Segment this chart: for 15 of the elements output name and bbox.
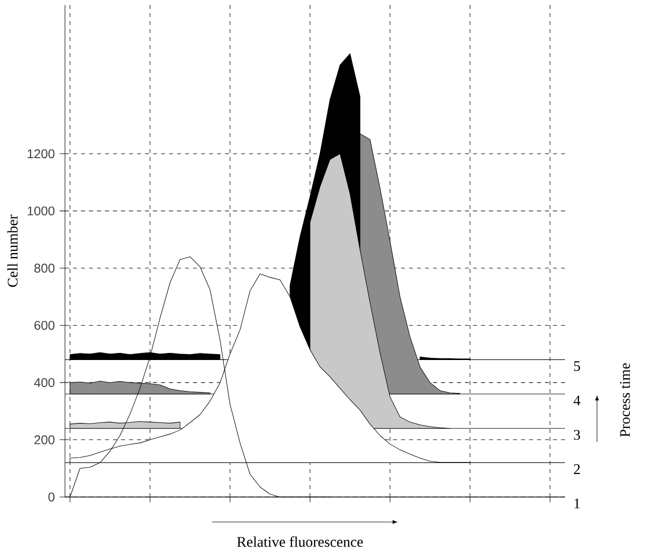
y-tick-label: 0 <box>48 492 54 502</box>
y-tick-label: 800 <box>34 264 54 273</box>
text: 1 <box>574 498 580 508</box>
y-axis-title: Cell number <box>7 214 18 287</box>
x-axis-title: Relative fluorescence <box>237 536 363 547</box>
y-tick-label: 1200 <box>28 149 54 158</box>
y-tick-label: 400 <box>34 378 54 388</box>
y-tick-label: 1000 <box>28 206 54 216</box>
text: 4 <box>574 396 580 406</box>
y-tick-label: 200 <box>34 435 54 444</box>
text: Process time <box>620 363 630 437</box>
text: 5 <box>574 361 580 372</box>
text: 3 <box>574 430 580 440</box>
text: 2 <box>574 464 580 474</box>
y-tick-label: 600 <box>34 320 54 330</box>
